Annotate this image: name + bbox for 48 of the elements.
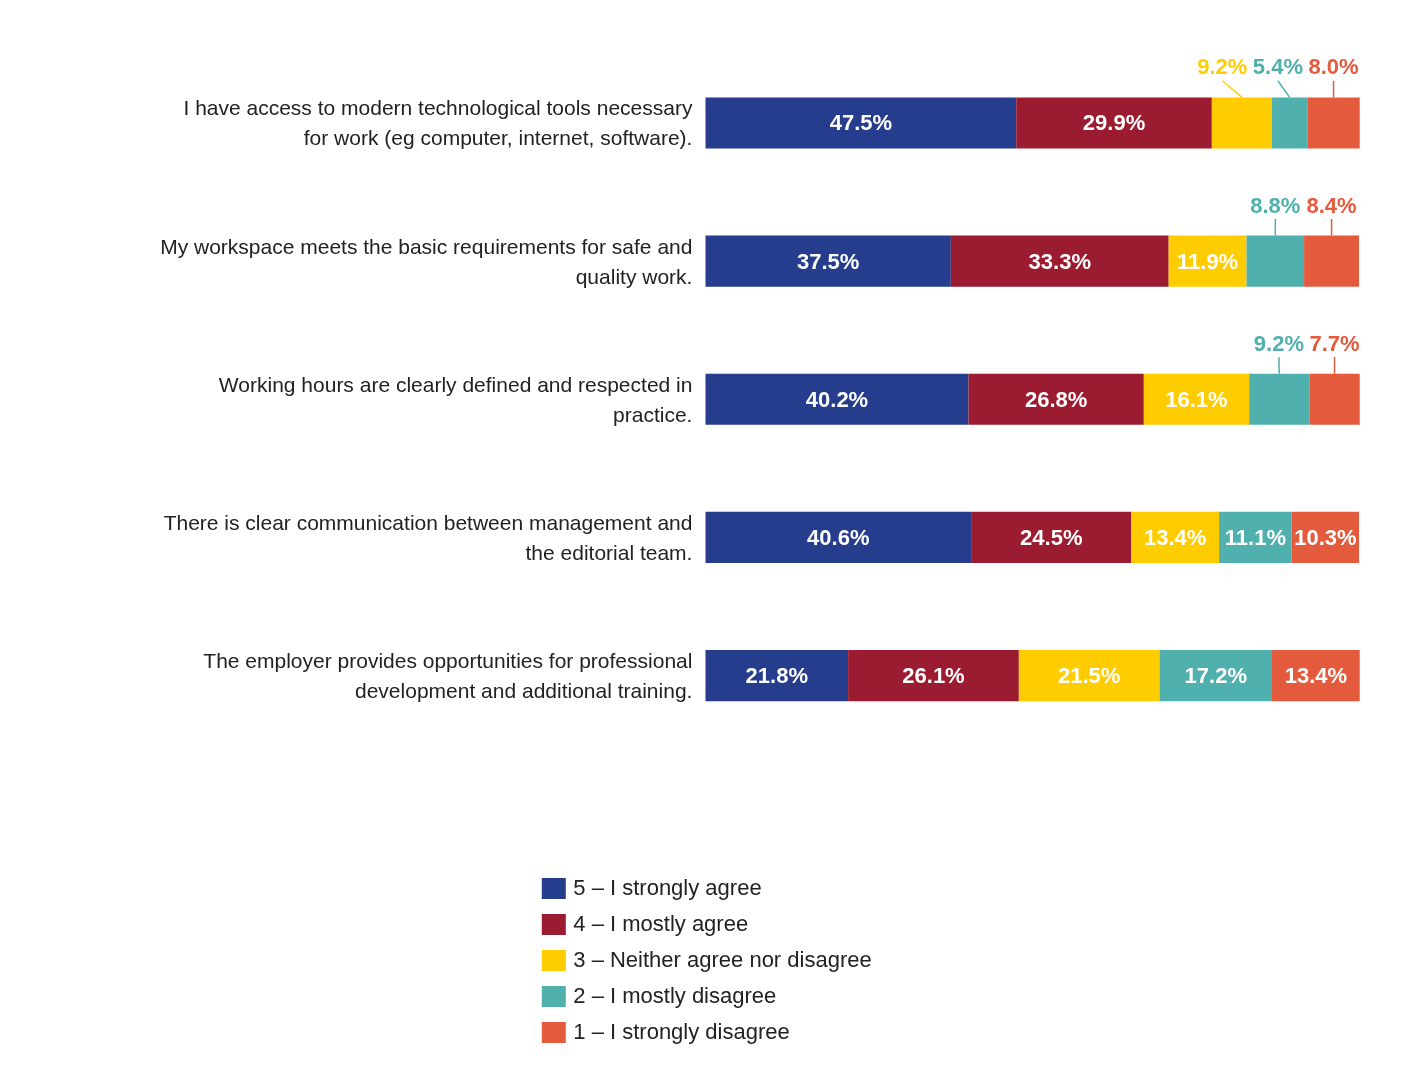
data-label: 47.5% [829,110,893,136]
bar [1018,650,1160,702]
data-label: 10.3% [1294,524,1357,550]
bar [971,511,1132,563]
data-label: 26.8% [1024,386,1088,412]
data-label: 8.0% [1308,54,1359,80]
data-label: 29.9% [1082,110,1146,136]
data-label: 40.2% [805,386,869,412]
data-label: 21.5% [1058,663,1121,689]
bar [1016,97,1212,149]
bar [705,511,972,563]
data-label: 9.2% [1197,54,1248,80]
legend-label: 1 – I strongly disagree [573,1019,790,1045]
bar [950,235,1169,287]
y-tick-label: My workspace meets the basic requirements for safe and quality work. [160,234,693,288]
data-label: 40.6% [807,524,870,550]
data-label: 33.3% [1028,248,1091,274]
y-tick-label: There is clear communication between management and the editorial team. [163,510,693,564]
data-label: 26.1% [902,663,965,689]
bar [705,97,1017,149]
bar [1159,650,1273,702]
legend-label: 5 – I strongly agree [573,875,762,901]
bar [1143,373,1250,425]
data-label: 13.4% [1144,524,1207,550]
bar [705,373,969,425]
data-label: 13.4% [1284,663,1348,689]
data-label: 11.1% [1224,524,1286,550]
data-label: 5.4% [1252,54,1304,80]
data-label: 24.5% [1020,524,1083,550]
bar [705,650,849,702]
legend-label: 2 – I mostly disagree [573,983,777,1009]
data-label: 21.8% [745,663,809,689]
bar [968,373,1144,425]
data-label: 16.1% [1165,386,1228,412]
y-tick-label: Working hours are clearly defined and respected in practice. [218,372,693,426]
data-label: 8.8% [1250,192,1301,218]
data-label: 17.2% [1184,663,1247,689]
data-label: 37.5% [796,248,860,274]
data-label: 11.9% [1177,248,1239,274]
y-tick-label: The employer provides opportunities for professional development and additional training. [203,649,693,703]
y-tick-label: I have access to modern technological tools necessary for work (eg computer, internet, software). [183,96,693,150]
data-label: 8.4% [1306,192,1357,218]
data-label: 7.7% [1309,330,1360,356]
legend-label: 3 – Neither agree nor disagree [573,947,872,973]
bar [848,650,1019,702]
data-label: 9.2% [1253,330,1304,356]
bar [705,235,951,287]
legend-label: 4 – I mostly agree [573,911,749,937]
